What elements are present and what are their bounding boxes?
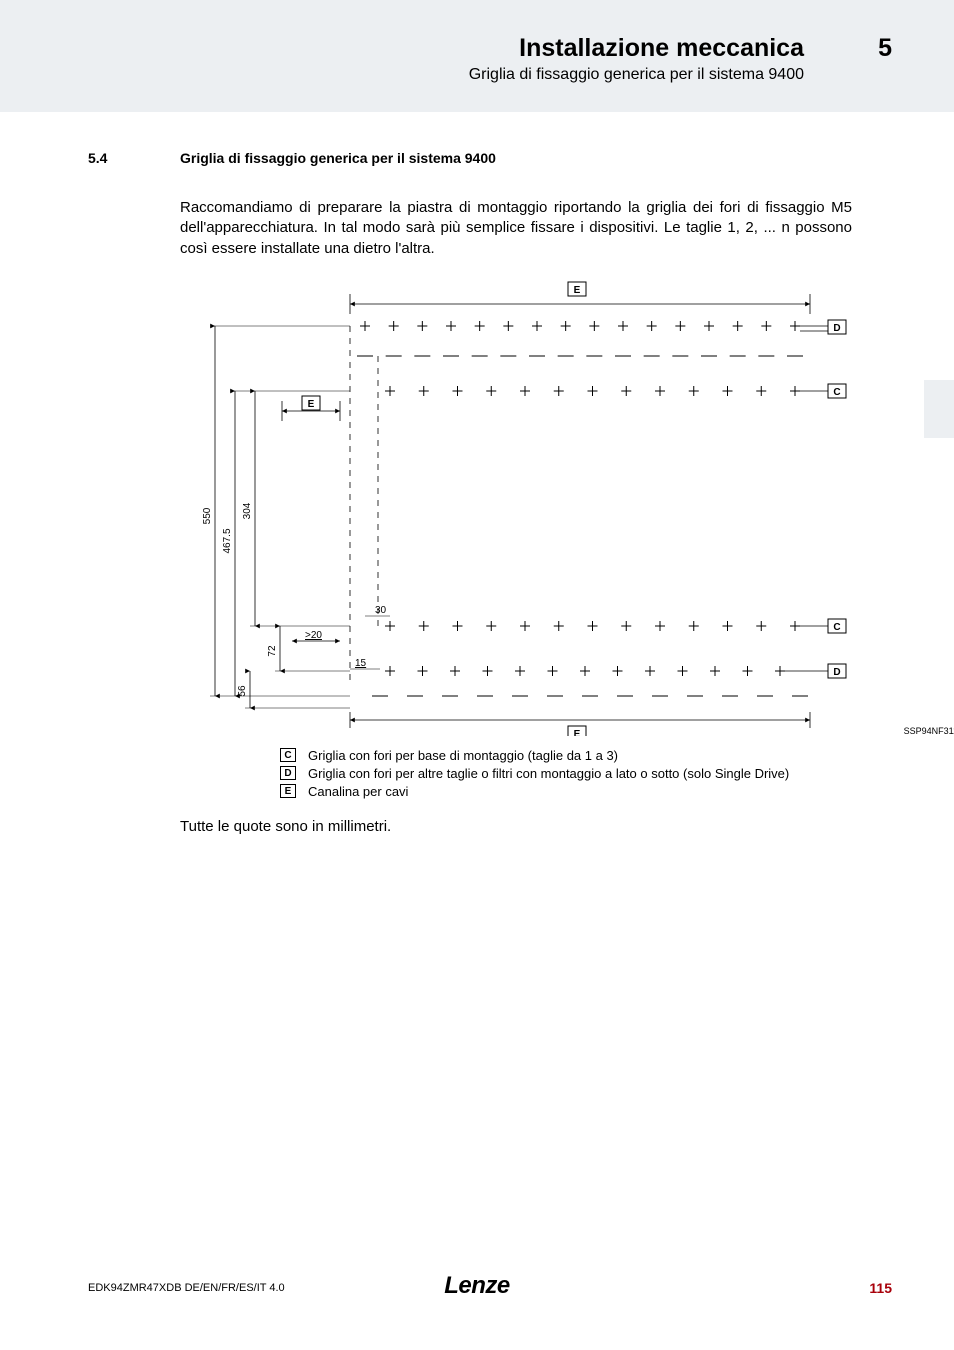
- svg-text:C: C: [833, 622, 840, 633]
- section-title: Griglia di fissaggio generica per il sis…: [180, 150, 496, 166]
- diagram-legend: C Griglia con fori per base di montaggio…: [280, 748, 789, 802]
- svg-text:E: E: [574, 729, 581, 736]
- header-subtitle: Griglia di fissaggio generica per il sis…: [469, 66, 804, 84]
- footer-doc-id: EDK94ZMR47XDB DE/EN/FR/ES/IT 4.0: [88, 1282, 285, 1294]
- svg-text:E: E: [308, 399, 315, 410]
- mounting-grid-diagram: E D C E: [180, 276, 908, 736]
- svg-text:C: C: [833, 387, 840, 398]
- header-title: Installazione meccanica: [519, 34, 804, 63]
- svg-text:D: D: [833, 667, 840, 678]
- legend-key: D: [280, 766, 296, 780]
- header-chapter-number: 5: [878, 34, 892, 63]
- side-tab: [924, 380, 954, 438]
- legend-key: E: [280, 784, 296, 798]
- legend-key: C: [280, 748, 296, 762]
- legend-row: D Griglia con fori per altre taglie o fi…: [280, 766, 789, 781]
- row-D-bottom: [385, 666, 785, 676]
- svg-text:15: 15: [355, 658, 367, 669]
- svg-text:467.5: 467.5: [222, 528, 233, 553]
- legend-row: C Griglia con fori per base di montaggio…: [280, 748, 789, 763]
- body-paragraph: Raccomandiamo di preparare la piastra di…: [180, 198, 852, 259]
- svg-text:D: D: [833, 323, 840, 334]
- svg-text:550: 550: [202, 507, 213, 524]
- row-D-top: [360, 321, 800, 331]
- diagram-id: SSP94NF311: [904, 726, 954, 736]
- row-C-top: [385, 386, 800, 396]
- footer-page-number: 115: [869, 1280, 892, 1296]
- svg-text:E: E: [574, 285, 581, 296]
- legend-text: Griglia con fori per base di montaggio (…: [308, 748, 618, 763]
- svg-text:72: 72: [267, 645, 278, 657]
- inner-E-span: E: [282, 396, 340, 421]
- svg-text:30: 30: [375, 605, 387, 616]
- svg-text:56: 56: [237, 685, 248, 697]
- svg-text:>20: >20: [305, 630, 322, 641]
- section-number: 5.4: [88, 150, 107, 166]
- units-note: Tutte le quote sono in millimetri.: [180, 818, 391, 835]
- row-C-bottom: [385, 621, 800, 631]
- legend-text: Canalina per cavi: [308, 784, 408, 799]
- svg-text:304: 304: [242, 502, 253, 519]
- legend-text: Griglia con fori per altre taglie o filt…: [308, 766, 789, 781]
- header-band: [0, 0, 954, 112]
- top-E-span: E: [350, 282, 810, 314]
- legend-row: E Canalina per cavi: [280, 784, 789, 799]
- footer-logo: Lenze: [444, 1272, 510, 1300]
- bottom-E-span: E: [350, 712, 810, 736]
